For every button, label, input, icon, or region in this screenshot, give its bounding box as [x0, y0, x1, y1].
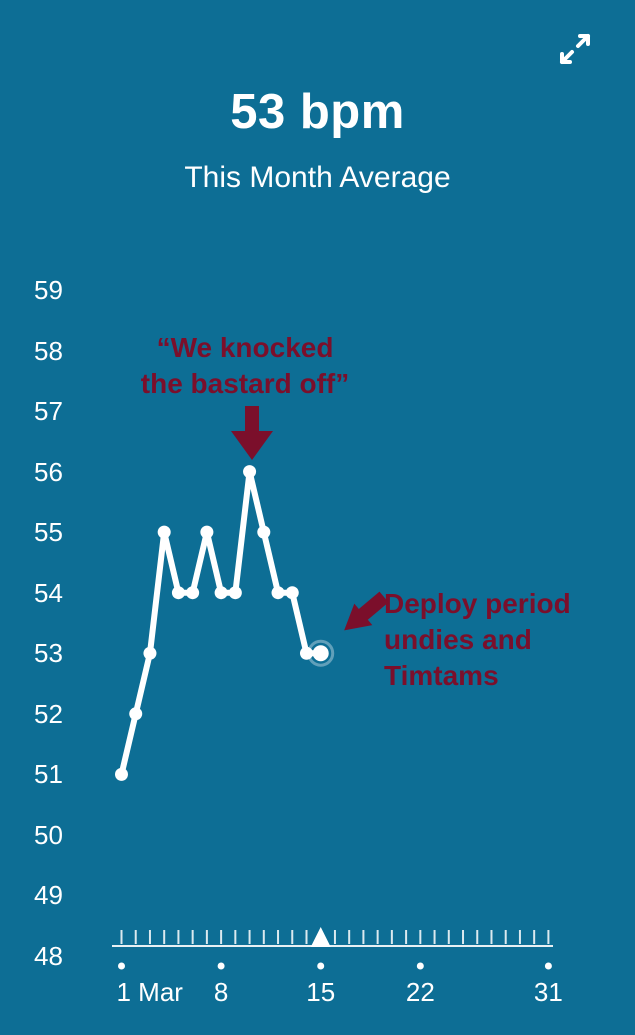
data-point	[200, 525, 214, 539]
average-value: 53 bpm	[230, 85, 405, 139]
data-point	[157, 525, 171, 539]
average-caption: This Month Average	[184, 161, 451, 194]
annotation-latest: Deploy period undies and Timtams	[384, 586, 614, 694]
data-point	[143, 646, 157, 660]
annotation-text-line: “We knocked	[156, 332, 334, 363]
annotation-text-line: Timtams	[384, 660, 499, 691]
data-point	[129, 707, 143, 721]
data-point	[271, 586, 285, 600]
x-axis-dot	[118, 962, 125, 970]
latest-data-point	[312, 645, 329, 662]
data-point	[171, 586, 185, 600]
data-point	[257, 525, 271, 539]
collapse-icon	[560, 33, 590, 64]
x-axis-dot	[217, 962, 225, 970]
annotation-text-line: Deploy period	[384, 588, 571, 619]
annotation-text-line: the bastard off”	[140, 368, 350, 399]
x-axis-dot	[544, 962, 552, 970]
scrubber-handle[interactable]	[310, 927, 331, 947]
x-axis-dot	[317, 962, 325, 970]
data-point	[285, 586, 299, 600]
data-point	[228, 586, 242, 600]
x-axis-dot	[416, 962, 424, 970]
data-point	[214, 586, 228, 600]
heart-rate-line	[118, 468, 324, 778]
data-point	[186, 586, 200, 600]
collapse-button[interactable]	[553, 28, 597, 72]
annotation-text-line: undies and	[384, 624, 532, 655]
data-point	[299, 646, 313, 660]
scrubber[interactable]	[112, 927, 553, 947]
data-point	[243, 465, 257, 479]
annotation-peak: “We knocked the bastard off”	[100, 330, 390, 402]
latest-point-halo	[307, 639, 335, 667]
data-point	[115, 767, 128, 781]
